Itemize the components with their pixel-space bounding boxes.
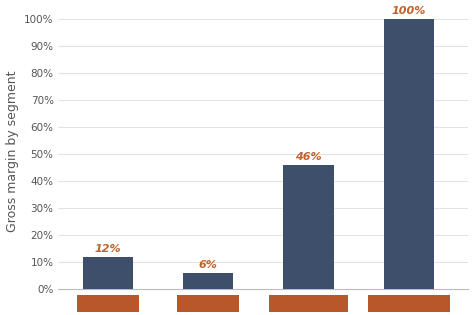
Bar <box>177 295 239 312</box>
Bar <box>368 295 450 312</box>
Bar <box>283 165 334 289</box>
Bar <box>270 295 347 312</box>
Text: 100%: 100% <box>392 6 426 16</box>
Text: 46%: 46% <box>295 152 322 162</box>
Bar <box>83 257 133 289</box>
Bar <box>183 273 233 289</box>
Y-axis label: Gross margin by segment: Gross margin by segment <box>6 71 18 232</box>
Bar <box>383 19 434 289</box>
Text: 12%: 12% <box>95 244 121 254</box>
Bar <box>77 295 139 312</box>
Text: 6%: 6% <box>199 260 218 270</box>
